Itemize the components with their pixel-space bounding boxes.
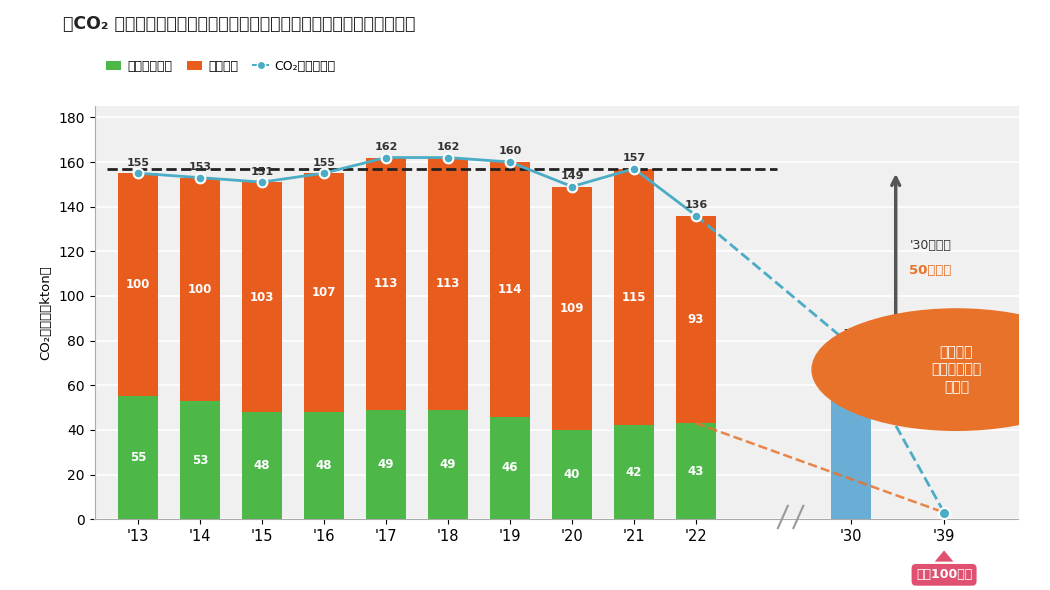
- Text: 162: 162: [437, 142, 460, 152]
- Bar: [490, 162, 530, 417]
- Text: 49: 49: [378, 458, 394, 471]
- Bar: [427, 410, 468, 519]
- Text: 48: 48: [254, 459, 270, 472]
- Text: 151: 151: [250, 166, 273, 176]
- Text: 115: 115: [622, 290, 646, 304]
- Text: 155: 155: [126, 158, 149, 168]
- Text: 53: 53: [192, 454, 208, 467]
- Bar: [180, 401, 220, 519]
- Text: ニュートラル: ニュートラル: [931, 363, 982, 376]
- Bar: [490, 417, 530, 519]
- Bar: [180, 178, 220, 401]
- Bar: [676, 423, 716, 519]
- Bar: [552, 186, 592, 430]
- Text: 93: 93: [688, 313, 705, 326]
- Text: 40: 40: [564, 468, 581, 481]
- Text: 78: 78: [843, 329, 859, 339]
- Text: 136: 136: [685, 200, 708, 210]
- Text: カーボン: カーボン: [940, 345, 973, 359]
- Bar: [614, 169, 654, 425]
- Bar: [303, 412, 344, 519]
- Text: 43: 43: [688, 465, 705, 478]
- Text: 48: 48: [316, 459, 332, 472]
- Text: 100: 100: [188, 283, 212, 296]
- Polygon shape: [922, 400, 972, 422]
- Ellipse shape: [812, 308, 1050, 431]
- Text: 153: 153: [188, 162, 211, 172]
- Bar: [614, 425, 654, 519]
- Text: 113: 113: [436, 277, 460, 290]
- Text: 達成！: 達成！: [944, 381, 969, 395]
- Text: 50％削減: 50％削減: [909, 264, 951, 277]
- Text: 創立100周年: 創立100周年: [916, 568, 972, 581]
- Bar: [365, 410, 406, 519]
- Bar: [303, 173, 344, 412]
- Bar: [118, 173, 159, 396]
- Text: 157: 157: [623, 153, 646, 163]
- Text: 100: 100: [126, 278, 150, 291]
- Text: 107: 107: [312, 286, 336, 299]
- Text: 149: 149: [561, 171, 584, 181]
- Bar: [831, 345, 872, 519]
- Text: 103: 103: [250, 290, 274, 304]
- Text: 155: 155: [313, 158, 335, 168]
- Bar: [676, 215, 716, 423]
- Text: 160: 160: [499, 146, 522, 156]
- Bar: [242, 182, 282, 412]
- Text: 49: 49: [440, 458, 457, 471]
- Text: 113: 113: [374, 277, 398, 290]
- Legend: 化石燃料由来, 電力由来, CO₂排出量合計: 化石燃料由来, 電力由来, CO₂排出量合計: [101, 55, 340, 78]
- Text: 109: 109: [560, 301, 584, 314]
- Text: 46: 46: [502, 461, 519, 474]
- Text: 55: 55: [129, 451, 146, 464]
- Y-axis label: CO₂排出量（kton）: CO₂排出量（kton）: [40, 266, 52, 360]
- Bar: [118, 396, 159, 519]
- Bar: [242, 412, 282, 519]
- Text: 42: 42: [626, 466, 643, 479]
- Text: 114: 114: [498, 283, 522, 296]
- Bar: [552, 430, 592, 519]
- Polygon shape: [934, 550, 953, 562]
- Text: '30年度に: '30年度に: [909, 239, 951, 253]
- Text: 162: 162: [374, 142, 398, 152]
- Bar: [427, 158, 468, 410]
- Bar: [365, 158, 406, 410]
- Text: ・CO₂ 排出量の推移と削減目標（対象：当社および国内グループ会社）: ・CO₂ 排出量の推移と削減目標（対象：当社および国内グループ会社）: [63, 15, 416, 33]
